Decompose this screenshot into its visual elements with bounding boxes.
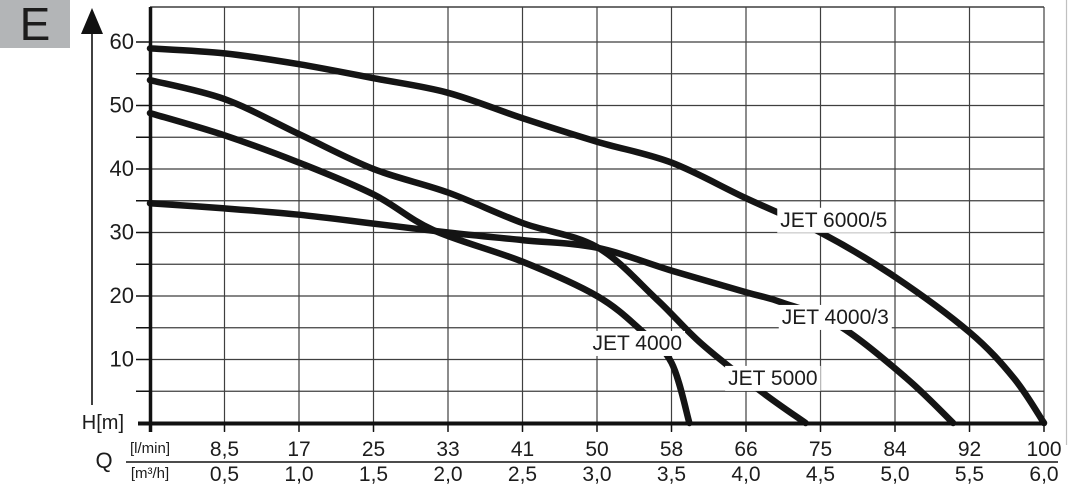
curve-label-bg bbox=[777, 207, 891, 233]
x-unit-m3h: [m³/h] bbox=[131, 465, 169, 482]
curve-label-bg bbox=[725, 365, 821, 391]
curve-jet-5000 bbox=[146, 76, 809, 427]
x-tick-label-lmin: 33 bbox=[436, 438, 459, 461]
x-tick-label-lmin: 17 bbox=[287, 438, 310, 461]
y-axis-arrowhead bbox=[81, 8, 103, 34]
x-tick-label-lmin: 58 bbox=[660, 438, 683, 461]
x-tick-label-m3h: 4,5 bbox=[806, 463, 835, 486]
x-tick-label-lmin: 75 bbox=[809, 438, 832, 461]
x-tick-label-m3h: 1,5 bbox=[359, 463, 388, 486]
x-tick-label-lmin: 8,5 bbox=[210, 438, 239, 461]
curve-labels: JET 4000/3 JET 4000 JET 5000 JET 6000/5 bbox=[589, 207, 892, 391]
x-tick-label-m3h: 4,0 bbox=[731, 463, 760, 486]
gridlines bbox=[150, 6, 1045, 431]
x-tick-label-m3h: 3,0 bbox=[582, 463, 611, 486]
x-tick-label-m3h: 1,0 bbox=[284, 463, 313, 486]
x-tick-label-m3h: 5,0 bbox=[880, 463, 909, 486]
y-axis-title: H[m] bbox=[82, 412, 124, 434]
x-unit-lmin: [l/min] bbox=[130, 440, 170, 457]
tick-marks bbox=[136, 41, 1045, 432]
curve-label-jet-4000: JET 4000 bbox=[593, 332, 683, 355]
y-tick-label: 10 bbox=[110, 347, 134, 372]
curve-label-jet-5000: JET 5000 bbox=[728, 367, 818, 390]
x-tick-label-m3h: 6,0 bbox=[1029, 463, 1058, 486]
curve-label-jet-4000-3: JET 4000/3 bbox=[782, 306, 889, 329]
x-tick-label-lmin: 100 bbox=[1026, 438, 1061, 461]
y-tick-label: 40 bbox=[110, 156, 134, 181]
x-tick-label-lmin: 50 bbox=[585, 438, 608, 461]
curve-jet-4000 bbox=[146, 109, 693, 427]
x-tick-label-lmin: 41 bbox=[511, 438, 534, 461]
x-tick-label-lmin: 92 bbox=[958, 438, 981, 461]
axes bbox=[81, 0, 1068, 463]
x-tick-label-m3h: 5,5 bbox=[955, 463, 984, 486]
tick-labels: 10 20 30 40 50 60 8,50,5 171,0 251,5 332,0 412,5 50… bbox=[110, 29, 1062, 486]
x-tick-label-m3h: 2,5 bbox=[508, 463, 537, 486]
curve-jet-6000-5 bbox=[146, 45, 1048, 427]
x-tick-label-m3h: 3,5 bbox=[657, 463, 686, 486]
x-tick-label-lmin: 66 bbox=[734, 438, 757, 461]
x-axis-title: Q bbox=[95, 448, 112, 473]
section-label: E bbox=[19, 0, 51, 50]
x-tick-label-m3h: 2,0 bbox=[433, 463, 462, 486]
y-tick-label: 30 bbox=[110, 220, 134, 245]
curve-label-bg bbox=[778, 304, 892, 330]
y-tick-label: 20 bbox=[110, 283, 134, 308]
x-tick-label-lmin: 84 bbox=[883, 438, 907, 461]
x-tick-label-m3h: 0,5 bbox=[210, 463, 239, 486]
curve-label-jet-6000-5: JET 6000/5 bbox=[780, 209, 887, 232]
y-tick-label: 60 bbox=[110, 29, 134, 54]
x-tick-label-lmin: 25 bbox=[362, 438, 385, 461]
section-label-box: E bbox=[0, 0, 70, 48]
y-tick-label: 50 bbox=[110, 93, 134, 118]
curve-label-bg bbox=[589, 330, 686, 356]
